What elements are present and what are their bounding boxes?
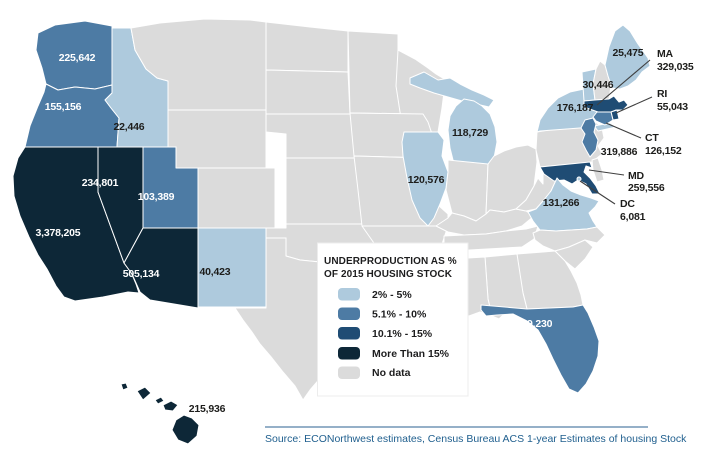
state-north-carolina [532,226,606,252]
legend-title-line1: UNDERPRODUCTION AS % [324,256,457,267]
legend: UNDERPRODUCTION AS % OF 2015 HOUSING STO… [317,242,469,397]
legend-swatch-2-5 [338,288,360,301]
state-florida [480,304,600,394]
label-hawaii: 215,936 [189,403,226,415]
label-oregon: 155,156 [45,101,82,113]
state-delaware [591,157,605,183]
callout-line-dc [579,180,616,205]
callout-label-ma: MA 329,035 [657,48,694,73]
callout-lines [579,59,653,205]
label-utah: 103,389 [138,191,175,203]
label-washington: 225,642 [59,52,96,64]
state-maine [604,24,651,90]
state-south-carolina [554,239,594,270]
label-michigan: 118,729 [452,127,488,139]
legend-label-2-5: 2% - 5% [372,289,412,301]
state-new-jersey [580,117,599,158]
label-maine: 25,475 [613,47,644,59]
state-michigan-upper-peninsula [409,71,495,108]
state-illinois [401,131,449,227]
callout-label-ct: CT 126,152 [645,132,682,157]
state-colorado [197,167,276,229]
callout-line-ct [605,122,642,139]
callout-line-md [588,169,625,176]
state-value-labels: 225,642 155,156 22,446 234,801 3,378,205… [36,47,644,415]
label-florida: 719,230 [516,318,553,330]
legend-swatch-15-plus [338,347,360,360]
source-block: Source: ECONorthwest estimates, Census B… [265,426,687,445]
legend-label-10-15: 10.1% - 15% [372,328,433,340]
source-text: Source: ECONorthwest estimates, Census B… [265,433,687,445]
hawaii-island-big-island [171,414,200,445]
state-district-of-columbia [576,176,582,182]
legend-label-5-10: 5.1% - 10% [372,309,427,321]
label-virginia: 131,266 [543,197,580,209]
callout-line-ma [596,59,651,106]
label-vermont: 30,446 [583,79,614,91]
state-hawaii-islands [120,382,200,445]
label-illinois: 120,576 [408,174,445,186]
legend-label-15-plus: More Than 15% [372,348,450,360]
callout-labels: MA 329,035 RI 55,043 CT 126,152 MD 259,556 D… [620,48,694,223]
label-california: 3,378,205 [36,227,81,239]
state-michigan-mitten [447,98,498,167]
hawaii-island-1 [120,382,129,391]
legend-swatch-no-data [338,366,360,379]
callout-label-md: MD 259,556 [628,170,665,194]
callout-label-ri: RI 55,043 [657,88,688,113]
state-wisconsin [395,49,447,133]
legend-title-line2: OF 2015 HOUSING STOCK [324,269,453,280]
label-idaho: 22,446 [114,121,145,133]
state-connecticut [592,111,614,126]
callout-line-ri [615,96,653,114]
label-nevada: 234,801 [82,177,119,189]
label-arizona: 505,134 [123,268,160,280]
state-indiana [445,159,489,222]
state-wyoming [167,109,267,169]
state-south-dakota [265,69,351,115]
callout-label-dc: DC 6,081 [620,198,646,223]
legend-swatch-5-10 [338,307,360,320]
legend-label-no-data: No data [372,367,411,379]
label-new-mexico: 40,423 [200,266,231,278]
hawaii-island-2 [136,386,152,401]
legend-swatch-10-15 [338,327,360,340]
states-layer [12,18,651,445]
label-new-york: 176,187 [557,102,594,114]
hawaii-island-3 [154,396,165,405]
label-new-jersey: 319,886 [601,146,638,158]
state-oregon [24,83,120,148]
hawaii-island-maui [162,400,179,412]
state-north-dakota [265,21,349,73]
